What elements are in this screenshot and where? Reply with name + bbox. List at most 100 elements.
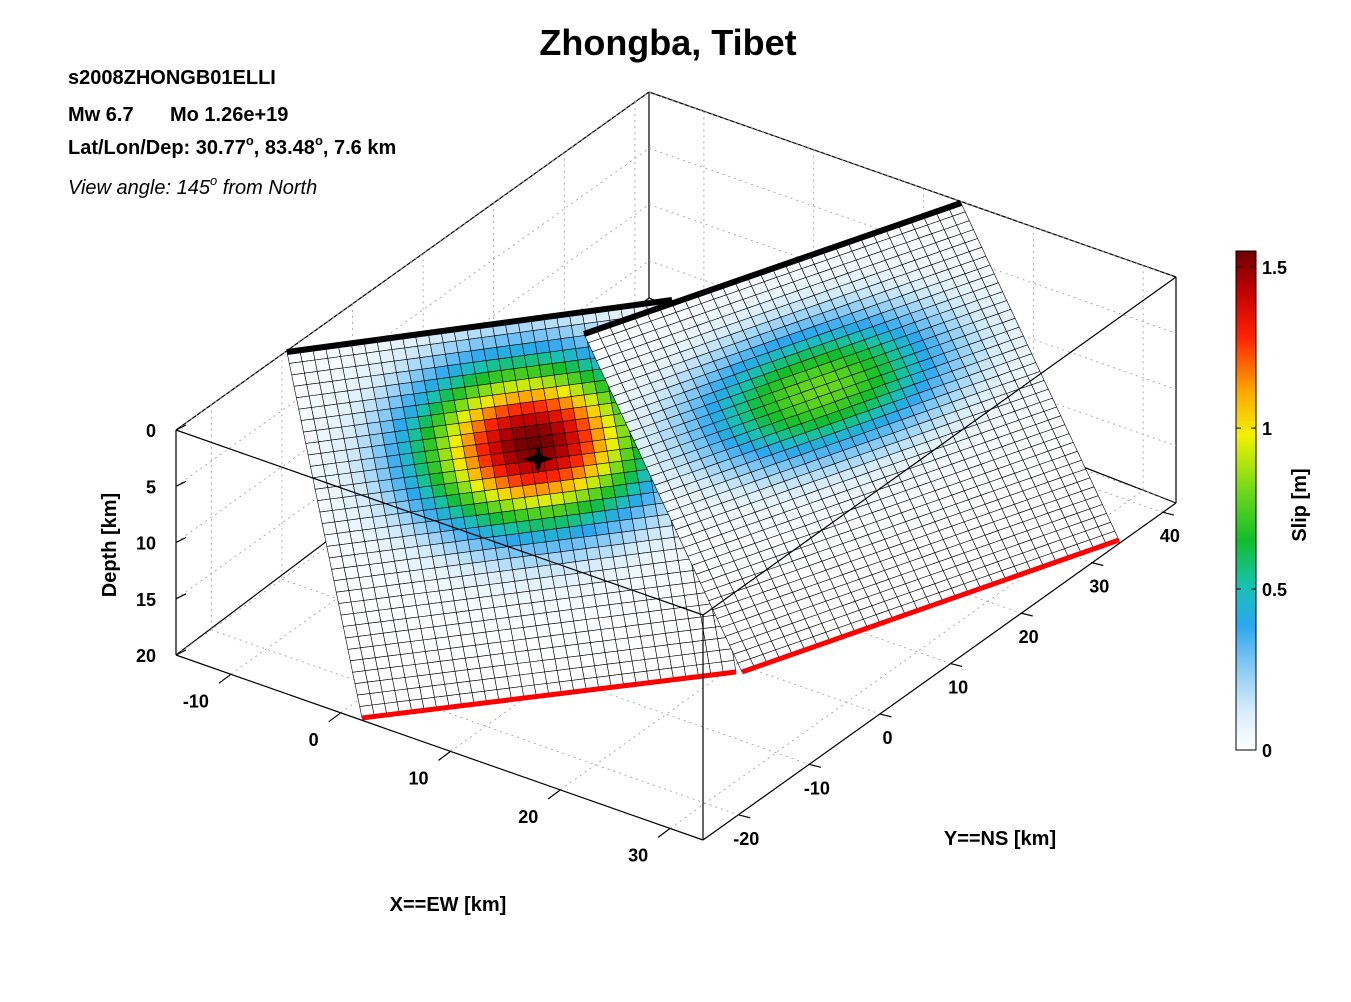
- colorbar-label: Slip [m]: [1289, 468, 1311, 541]
- slip-patch: [460, 633, 476, 648]
- slip-patch: [575, 488, 591, 503]
- slip-patch: [451, 386, 468, 401]
- slip-patch: [499, 498, 515, 513]
- y-axis-label: Y==NS [km]: [944, 828, 1056, 850]
- slip-patch: [481, 677, 498, 692]
- slip-patch: [471, 419, 487, 434]
- slip-patch: [494, 676, 510, 690]
- slip-patch: [475, 371, 491, 386]
- slip-patch: [558, 538, 574, 553]
- slip-patch: [675, 618, 691, 633]
- slip-patch: [420, 626, 437, 641]
- slip-patch: [477, 454, 494, 469]
- slip-patch: [458, 621, 474, 636]
- slip-patch: [524, 566, 541, 581]
- slip-patch: [600, 414, 617, 429]
- slip-patch: [621, 459, 637, 473]
- slip-patch: [573, 548, 589, 563]
- slip-patch: [402, 405, 419, 419]
- slip-patch: [629, 505, 646, 520]
- slip-patch: [443, 611, 459, 626]
- slip-patch: [494, 404, 510, 419]
- slip-patch: [594, 663, 610, 678]
- slip-patch: [585, 404, 602, 419]
- colorbar-tick-label: 1.5: [1262, 258, 1287, 278]
- slip-patch: [551, 432, 568, 447]
- slip-patch: [524, 353, 540, 368]
- slip-patch: [615, 637, 631, 652]
- slip-patch: [405, 416, 421, 431]
- slip-patch: [542, 658, 558, 673]
- slip-patch: [562, 419, 578, 434]
- slip-patch: [558, 609, 574, 624]
- slip-patch: [575, 630, 591, 645]
- slip-patch: [606, 449, 623, 464]
- slip-patch: [403, 605, 419, 619]
- slip-patch: [479, 666, 496, 681]
- slip-patch: [423, 378, 440, 393]
- slip-patch: [469, 679, 485, 694]
- slip-patch: [481, 335, 498, 350]
- slip-patch: [381, 431, 398, 446]
- slip-patch: [464, 385, 481, 399]
- chart-title: Zhongba, Tibet: [539, 22, 796, 63]
- slip-patch: [354, 423, 370, 438]
- slip-patch: [491, 594, 507, 608]
- slip-patch: [496, 345, 512, 360]
- slip-patch: [663, 548, 679, 563]
- slip-patch: [553, 515, 570, 530]
- slip-patch: [350, 600, 367, 614]
- slip-patch: [660, 608, 677, 623]
- slip-patch: [509, 556, 526, 571]
- slip-patch: [512, 567, 528, 582]
- slip-patch: [612, 554, 629, 569]
- slip-patch: [621, 601, 637, 616]
- slip-patch: [706, 649, 722, 664]
- slip-patch: [494, 333, 510, 348]
- slip-patch: [457, 551, 473, 566]
- slip-patch: [458, 492, 475, 506]
- slip-patch: [530, 388, 547, 402]
- slip-patch: [373, 585, 390, 600]
- slip-patch: [518, 531, 534, 546]
- slip-patch: [585, 546, 602, 561]
- slip-patch: [502, 379, 519, 394]
- slip-patch: [419, 685, 435, 700]
- slip-patch: [535, 623, 552, 638]
- tick-mark: [438, 750, 451, 761]
- slip-patch: [381, 560, 398, 575]
- slip-patch: [402, 534, 418, 549]
- slip-patch: [457, 350, 474, 365]
- slip-patch: [367, 680, 383, 694]
- slip-patch: [332, 379, 348, 393]
- slip-patch: [436, 577, 453, 592]
- slip-patch: [378, 349, 395, 364]
- slip-patch: [348, 459, 364, 474]
- slip-patch: [472, 631, 489, 646]
- slip-patch: [411, 450, 428, 465]
- slip-patch: [319, 510, 336, 524]
- slip-patch: [562, 490, 578, 505]
- slip-patch: [511, 496, 528, 511]
- slip-patch: [414, 662, 431, 677]
- slip-patch: [517, 389, 534, 404]
- slip-patch: [545, 610, 562, 625]
- slip-patch: [438, 588, 455, 603]
- slip-patch: [430, 413, 447, 428]
- slip-patch: [506, 332, 523, 346]
- slip-patch: [455, 539, 471, 554]
- slip-patch: [665, 560, 681, 575]
- slip-patch: [654, 573, 671, 588]
- slip-patch: [308, 393, 325, 408]
- slip-patch: [515, 378, 532, 393]
- slip-patch: [629, 576, 646, 591]
- slip-patch: [356, 564, 373, 578]
- slip-patch: [390, 477, 407, 492]
- slip-patch: [453, 598, 470, 613]
- slip-patch: [555, 455, 572, 470]
- slip-patch: [375, 396, 391, 411]
- slip-patch: [441, 399, 457, 414]
- slip-patch: [437, 647, 454, 662]
- slip-patch: [560, 478, 576, 493]
- slip-patch: [427, 531, 444, 546]
